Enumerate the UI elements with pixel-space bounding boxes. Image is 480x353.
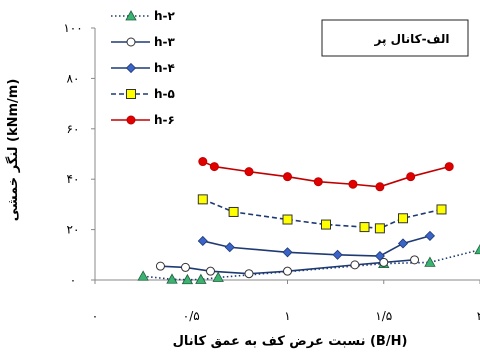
series-layer — [137, 157, 480, 285]
x-tick-label: ۱ — [284, 309, 290, 323]
y-tick-label: ۲۰ — [67, 223, 80, 237]
legend-item: h-۳ — [111, 35, 176, 49]
data-point — [374, 223, 385, 234]
legend-item: h-۶ — [111, 113, 175, 127]
series-4 — [197, 230, 436, 262]
data-point — [209, 162, 219, 172]
data-point — [397, 238, 409, 249]
legend-label: h-۴ — [154, 61, 175, 75]
data-point — [424, 256, 436, 267]
legend-item: h-۴ — [111, 61, 175, 75]
data-point — [379, 257, 389, 267]
data-point — [398, 213, 408, 224]
data-point — [198, 157, 208, 167]
legend-label: h-۳ — [154, 35, 176, 49]
data-point — [410, 255, 420, 265]
data-point — [282, 214, 293, 225]
y-tick-label: ۴۰ — [67, 172, 80, 186]
series-2 — [137, 243, 480, 285]
data-point — [197, 235, 208, 247]
y-axis-title: لنگر خمشی (kNm/m) — [5, 79, 21, 222]
series-6 — [198, 157, 454, 192]
data-point — [282, 247, 293, 258]
legend: h-۲ h-۳ h-۴ h-۵ h-۶ — [111, 9, 176, 127]
x-tick-label: ۲ — [477, 309, 480, 323]
legend-marker — [125, 10, 137, 21]
annotation-box: الف-کانال پر — [321, 19, 469, 57]
data-point — [283, 172, 292, 182]
series-line — [143, 248, 480, 281]
legend-label: h-۶ — [154, 113, 175, 127]
legend-label: h-۲ — [154, 9, 176, 23]
x-tick-group: ۰ ۰/۵ ۱ ۱/۵ ۲ — [92, 280, 480, 323]
data-point — [348, 179, 358, 189]
y-tick-label: ۶۰ — [67, 122, 80, 136]
data-point — [228, 206, 239, 217]
data-point — [436, 204, 447, 215]
data-point — [374, 250, 385, 262]
data-point — [197, 194, 208, 205]
data-point — [444, 162, 454, 172]
legend-label: h-۵ — [154, 87, 175, 101]
y-tick-label: ۰ — [70, 273, 76, 287]
data-point — [244, 167, 254, 177]
annotation-text: الف-کانال پر — [374, 32, 450, 46]
x-axis-title: نسبت عرض کف به عمق کانال (B/H) — [173, 334, 408, 349]
data-point — [166, 273, 178, 284]
legend-marker — [126, 89, 136, 99]
data-point — [375, 182, 385, 192]
data-point — [474, 243, 480, 255]
data-point — [313, 177, 323, 187]
data-point — [195, 273, 207, 284]
x-tick-label: ۰ — [92, 309, 98, 323]
data-point — [406, 172, 416, 182]
data-point — [283, 266, 292, 276]
data-point — [321, 219, 331, 230]
x-tick-label: ۰/۵ — [183, 309, 200, 323]
legend-item: h-۲ — [111, 9, 176, 23]
legend-marker — [126, 37, 136, 47]
y-tick-group: ۰ ۲۰ ۴۰ ۶۰ ۸۰ ۱۰۰ — [63, 21, 95, 287]
data-point — [137, 270, 149, 281]
data-point — [350, 260, 360, 270]
legend-marker — [125, 62, 137, 74]
y-tick-label: ۱۰۰ — [63, 21, 82, 35]
series-5 — [197, 194, 447, 234]
data-point — [180, 262, 190, 272]
series-3 — [155, 255, 420, 279]
data-point — [212, 271, 224, 282]
data-point — [359, 222, 370, 233]
data-point — [224, 242, 235, 253]
data-point — [181, 273, 194, 285]
y-tick-label: ۸۰ — [67, 71, 80, 85]
legend-item: h-۵ — [111, 87, 175, 101]
data-point — [244, 269, 254, 279]
data-point — [155, 261, 165, 271]
data-point — [424, 230, 436, 241]
data-point — [206, 266, 215, 276]
series-line — [202, 235, 431, 257]
legend-marker — [126, 115, 136, 125]
x-tick-label: ۱/۵ — [375, 309, 392, 323]
data-point — [332, 249, 343, 260]
